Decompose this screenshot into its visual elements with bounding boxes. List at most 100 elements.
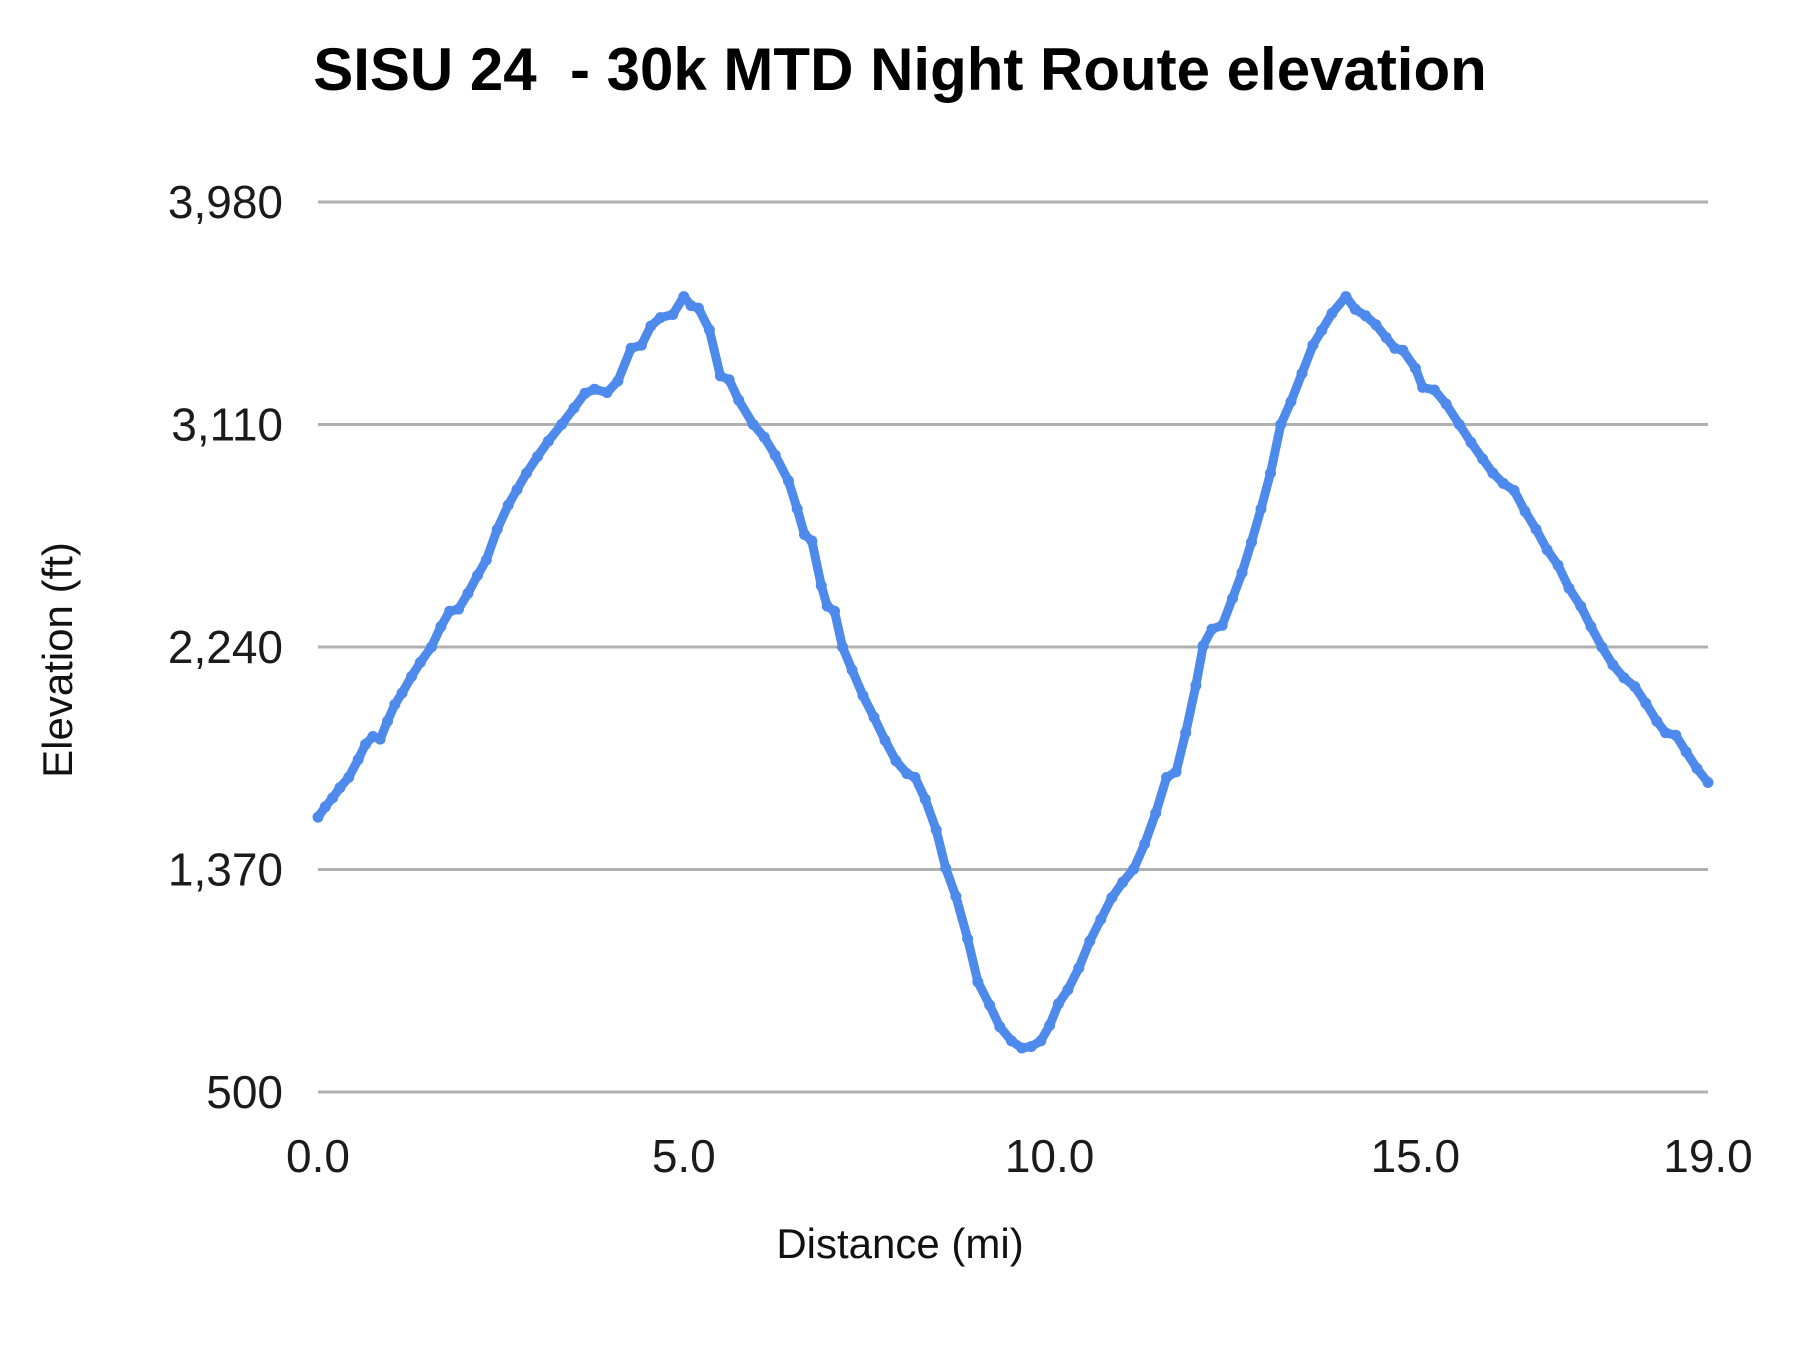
data-point (579, 387, 591, 399)
data-point (414, 656, 426, 668)
data-point (472, 569, 483, 581)
data-point (1106, 892, 1118, 904)
data-point (1044, 1020, 1056, 1031)
data-point (1025, 1041, 1037, 1052)
data-point (1702, 777, 1714, 788)
y-tick-label: 500 (206, 1066, 283, 1118)
data-point (444, 605, 456, 617)
data-point (1380, 332, 1392, 343)
y-tick-label: 3,110 (171, 399, 283, 451)
data-point (1409, 362, 1421, 374)
data-point (1497, 477, 1509, 489)
data-point (1370, 319, 1382, 331)
x-tick-label: 19.0 (1663, 1130, 1753, 1182)
data-point (1206, 623, 1218, 635)
data-point (1180, 727, 1192, 739)
y-tick-label: 2,240 (168, 621, 283, 673)
data-point (1530, 523, 1542, 535)
data-point (435, 621, 447, 632)
data-point (1360, 310, 1372, 322)
data-point (1541, 544, 1553, 556)
data-point (480, 554, 492, 566)
data-point (1465, 436, 1477, 448)
data-point (962, 933, 974, 945)
data-point (1428, 384, 1440, 396)
tick-labels: 500 1,370 2,240 3,110 3,980 0.0 5.0 10.0 15.0 19.… (168, 176, 1753, 1182)
data-point (1563, 582, 1575, 594)
data-point (382, 715, 393, 727)
data-point (453, 603, 464, 615)
data-point (806, 535, 818, 547)
data-point (612, 375, 624, 387)
data-point (1150, 807, 1162, 819)
data-point (1073, 962, 1085, 974)
data-point (857, 690, 869, 702)
data-point (389, 699, 401, 710)
data-point (733, 394, 745, 406)
data-point (521, 467, 532, 479)
chart-title: SISU 24 - 30k MTD Night Route elevation (313, 36, 1487, 103)
data-point (1275, 419, 1287, 430)
data-point (1307, 339, 1319, 351)
data-point (396, 687, 408, 699)
data-point (1585, 621, 1597, 632)
data-point (1095, 913, 1107, 925)
data-point (1453, 419, 1465, 430)
data-point (1161, 771, 1173, 783)
data-point (589, 383, 600, 395)
data-point (1236, 567, 1248, 579)
data-point (343, 771, 355, 783)
y-axis-title: Elevation (ft) (34, 542, 81, 778)
data-point (312, 811, 324, 823)
data-point (1006, 1035, 1017, 1047)
data-point (1629, 681, 1641, 693)
elevation-series (312, 291, 1714, 1054)
data-point (1128, 863, 1140, 875)
data-point (1651, 715, 1663, 727)
data-point (994, 1021, 1006, 1033)
data-point (645, 320, 657, 332)
data-point (625, 342, 637, 354)
data-point (747, 419, 759, 430)
data-point (334, 782, 346, 794)
y-tick-label: 3,980 (168, 176, 283, 228)
data-point (703, 324, 715, 336)
data-point (758, 431, 770, 443)
data-point (1596, 641, 1608, 653)
data-point (1417, 381, 1429, 393)
data-point (692, 302, 704, 314)
data-point (1316, 324, 1328, 336)
data-point (972, 976, 984, 988)
data-point (769, 449, 781, 461)
data-point (1197, 640, 1209, 652)
data-point (601, 387, 613, 398)
data-point (1607, 659, 1619, 671)
data-point (327, 792, 339, 804)
data-point (635, 339, 647, 351)
x-axis-title: Distance (mi) (776, 1220, 1023, 1267)
data-point (1691, 763, 1703, 774)
data-point (1618, 672, 1630, 684)
x-tick-label: 10.0 (1005, 1130, 1095, 1182)
data-point (919, 793, 931, 805)
gridlines (318, 200, 1708, 1094)
data-point (829, 605, 840, 617)
data-point (406, 670, 418, 682)
data-point (714, 370, 726, 382)
data-point (940, 862, 952, 874)
data-point (1139, 838, 1151, 850)
data-point (1440, 398, 1452, 410)
data-point (1670, 729, 1682, 741)
data-point (984, 999, 996, 1011)
data-point (1117, 876, 1129, 888)
data-point (532, 451, 543, 462)
data-point (791, 503, 803, 515)
data-point (491, 523, 503, 535)
data-point (950, 890, 962, 902)
x-tick-label: 0.0 (286, 1130, 350, 1182)
data-point (1052, 998, 1064, 1010)
data-point (1326, 307, 1338, 319)
data-point (1216, 619, 1228, 631)
